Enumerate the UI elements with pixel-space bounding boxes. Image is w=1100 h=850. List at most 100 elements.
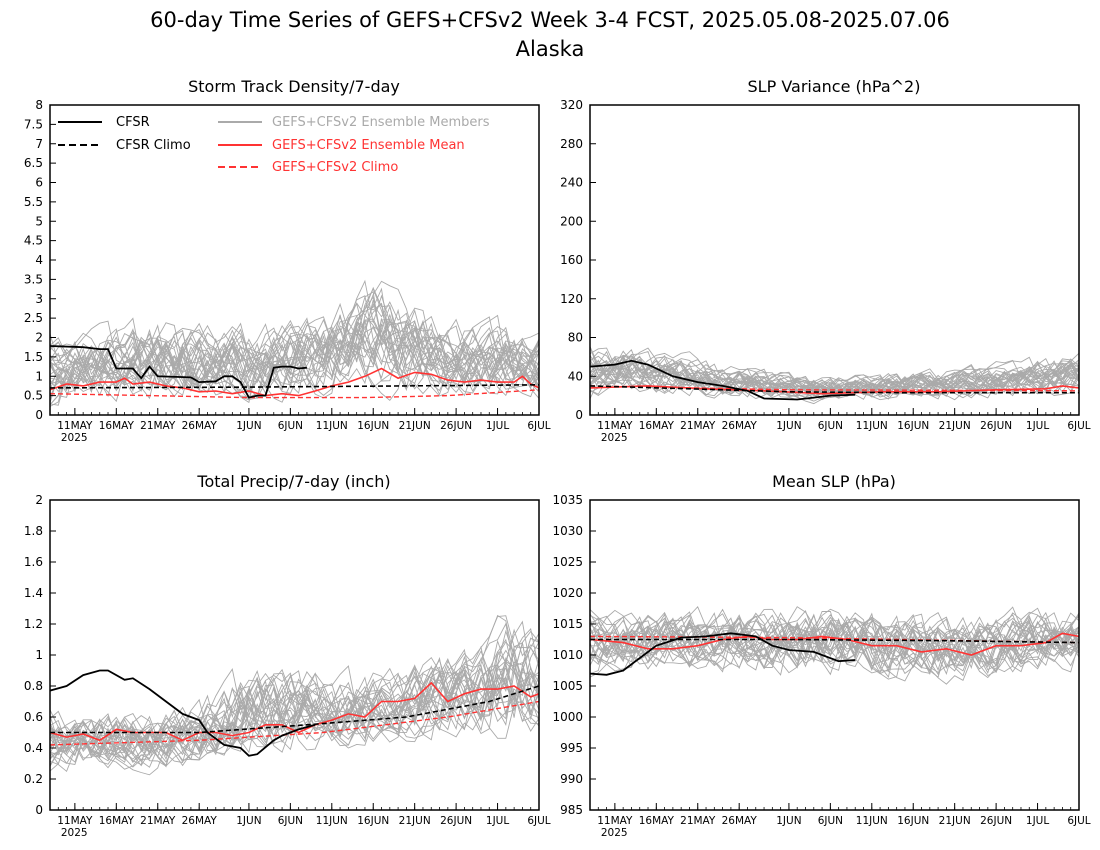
y-tick-label: 160 bbox=[560, 253, 583, 267]
y-tick-label: 40 bbox=[568, 369, 583, 383]
y-tick-label: 200 bbox=[560, 214, 583, 228]
cfsr-line bbox=[590, 632, 856, 676]
ensemble-member-line bbox=[50, 637, 539, 760]
panel-title: SLP Variance (hPa^2) bbox=[748, 77, 921, 96]
x-tick-label: 11JUN bbox=[856, 815, 888, 827]
y-tick-label: 1010 bbox=[552, 648, 583, 662]
x-tick-label: 1JUN bbox=[776, 420, 801, 432]
y-tick-label: 1.5 bbox=[24, 350, 43, 364]
y-tick-label: 1005 bbox=[552, 679, 583, 693]
panel-title: Storm Track Density/7-day bbox=[188, 77, 400, 96]
y-tick-label: 990 bbox=[560, 772, 583, 786]
y-tick-label: 1.8 bbox=[24, 524, 43, 538]
plot-area bbox=[590, 346, 1079, 405]
x-tick-label: 21JUN bbox=[399, 420, 431, 432]
ensemble-member-line bbox=[590, 606, 1079, 674]
ensemble-member-line bbox=[590, 362, 1079, 400]
cfsr-line bbox=[590, 359, 856, 401]
y-tick-label: 120 bbox=[560, 292, 583, 306]
ensemble-member-line bbox=[590, 607, 1079, 669]
y-tick-label: 80 bbox=[568, 331, 583, 345]
x-tick-label: 26MAY bbox=[722, 815, 758, 827]
y-tick-label: 7.5 bbox=[24, 117, 43, 131]
y-tick-label: 1.4 bbox=[24, 586, 43, 600]
y-tick-label: 0 bbox=[575, 408, 583, 422]
ensemble-member-line bbox=[50, 629, 539, 769]
legend-label-members: GEFS+CFSv2 Ensemble Members bbox=[272, 115, 490, 130]
y-tick-label: 1.2 bbox=[24, 617, 43, 631]
y-tick-label: 4.5 bbox=[24, 234, 43, 248]
x-tick-label: 11MAY bbox=[597, 420, 633, 432]
legend-label-cfsr: CFSR bbox=[116, 115, 150, 130]
y-tick-label: 1015 bbox=[552, 617, 583, 631]
x-tick-label: 26MAY bbox=[182, 420, 218, 432]
y-tick-label: 0.5 bbox=[24, 389, 43, 403]
x-tick-label: 21JUN bbox=[939, 815, 971, 827]
legend-label-cfsr-climo: CFSR Climo bbox=[116, 138, 191, 153]
y-tick-label: 3.5 bbox=[24, 272, 43, 286]
x-tick-label: 6JUL bbox=[527, 815, 550, 827]
y-tick-label: 7 bbox=[35, 137, 43, 151]
y-tick-label: 4 bbox=[35, 253, 43, 267]
y-tick-label: 0.6 bbox=[24, 710, 43, 724]
ensemble-member-line bbox=[50, 639, 539, 767]
ensemble-member-line bbox=[590, 358, 1079, 395]
y-tick-label: 240 bbox=[560, 176, 583, 190]
y-tick-label: 280 bbox=[560, 137, 583, 151]
legend-label-gefs-climo: GEFS+CFSv2 Climo bbox=[272, 160, 398, 175]
panel-title: Total Precip/7-day (inch) bbox=[196, 472, 390, 491]
cfsr-line bbox=[50, 345, 307, 399]
x-year-label: 2025 bbox=[601, 827, 628, 839]
x-tick-label: 21MAY bbox=[140, 420, 176, 432]
x-tick-label: 6JUN bbox=[818, 815, 843, 827]
plot-area bbox=[50, 614, 539, 776]
x-tick-label: 6JUN bbox=[818, 420, 843, 432]
ensemble-member-line bbox=[590, 608, 1079, 669]
ensemble-member-line bbox=[50, 318, 539, 398]
x-tick-label: 26JUN bbox=[440, 815, 472, 827]
cfsr-climo-line bbox=[50, 685, 539, 734]
ensemble-member-line bbox=[50, 633, 539, 763]
x-tick-label: 16JUN bbox=[357, 815, 389, 827]
y-tick-label: 6.5 bbox=[24, 156, 43, 170]
y-tick-label: 2 bbox=[35, 493, 43, 507]
y-tick-label: 1025 bbox=[552, 555, 583, 569]
x-tick-label: 21JUN bbox=[939, 420, 971, 432]
ensemble-member-line bbox=[50, 641, 539, 767]
x-tick-label: 21MAY bbox=[680, 815, 716, 827]
x-tick-label: 6JUL bbox=[1067, 420, 1090, 432]
y-tick-label: 985 bbox=[560, 803, 583, 817]
y-tick-label: 995 bbox=[560, 741, 583, 755]
x-year-label: 2025 bbox=[61, 827, 88, 839]
legend-label-ens-mean: GEFS+CFSv2 Ensemble Mean bbox=[272, 138, 465, 153]
ensemble-member-line bbox=[50, 620, 539, 773]
y-tick-label: 2.5 bbox=[24, 311, 43, 325]
x-tick-label: 11MAY bbox=[57, 420, 93, 432]
ensemble-member-line bbox=[590, 358, 1079, 399]
y-tick-label: 320 bbox=[560, 98, 583, 112]
x-tick-label: 16JUN bbox=[897, 815, 929, 827]
gefs-climo-line bbox=[50, 700, 539, 746]
x-tick-label: 21JUN bbox=[399, 815, 431, 827]
y-tick-label: 0 bbox=[35, 803, 43, 817]
y-tick-label: 8 bbox=[35, 98, 43, 112]
x-tick-label: 26JUN bbox=[980, 420, 1012, 432]
x-tick-label: 16JUN bbox=[897, 420, 929, 432]
ensemble-member-line bbox=[50, 316, 539, 397]
y-tick-label: 1.6 bbox=[24, 555, 43, 569]
ensemble-member-line bbox=[50, 287, 539, 393]
ensemble-member-line bbox=[50, 645, 539, 767]
ensemble-member-line bbox=[50, 287, 539, 395]
x-tick-label: 1JUN bbox=[776, 815, 801, 827]
ensemble-member-line bbox=[50, 615, 539, 772]
x-tick-label: 6JUN bbox=[278, 420, 303, 432]
ensemble-member-line bbox=[50, 667, 539, 761]
x-tick-label: 11MAY bbox=[597, 815, 633, 827]
plot-area bbox=[50, 279, 539, 407]
x-tick-label: 16MAY bbox=[99, 420, 135, 432]
x-tick-label: 1JUN bbox=[236, 815, 261, 827]
gefs-climo-line bbox=[50, 389, 539, 399]
x-tick-label: 6JUN bbox=[278, 815, 303, 827]
cfsr-line bbox=[50, 669, 316, 757]
